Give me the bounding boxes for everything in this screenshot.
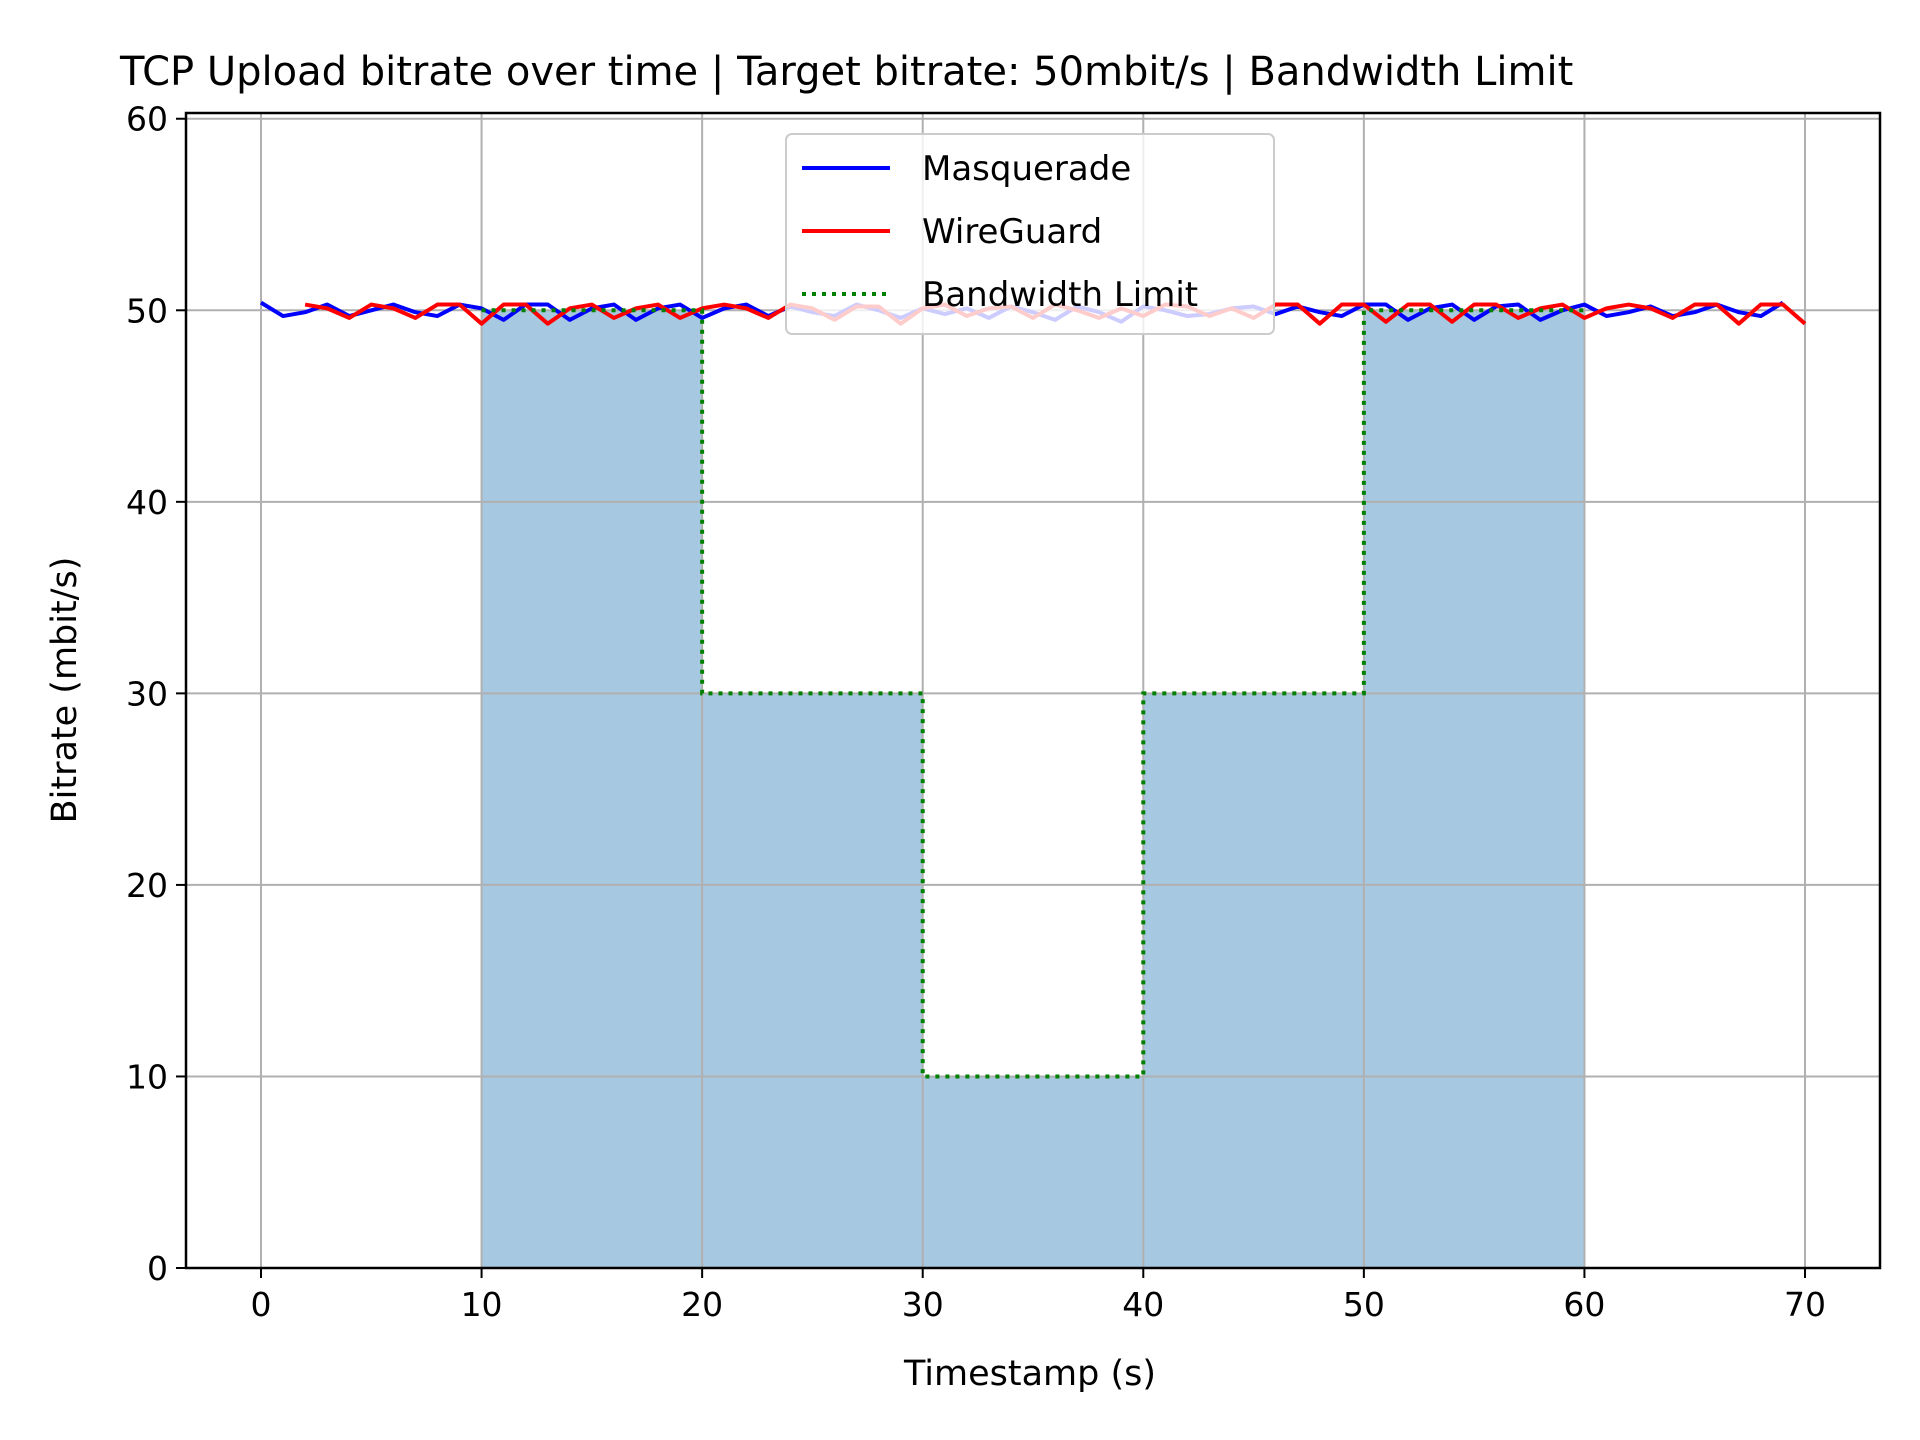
y-tick-label: 40 <box>126 483 168 522</box>
chart-title: TCP Upload bitrate over time | Target bi… <box>119 49 1573 95</box>
axes-layer <box>184 111 1882 1270</box>
x-tick-label: 40 <box>1122 1285 1164 1324</box>
y-tick-label: 10 <box>126 1057 168 1096</box>
shaded-area-layer <box>481 310 1585 1268</box>
legend: Masquerade WireGuard Bandwidth Limit <box>785 133 1275 335</box>
x-tick-label: 70 <box>1784 1285 1826 1324</box>
series-line-bandwidth-limit <box>481 308 1585 1079</box>
x-tick-label: 60 <box>1563 1285 1605 1324</box>
x-tick-label: 0 <box>250 1285 271 1324</box>
legend-frame <box>785 133 1275 335</box>
y-tick-label: 20 <box>126 866 168 905</box>
legend-label-masquerade: Masquerade <box>922 149 1131 189</box>
y-tick-label: 0 <box>147 1249 168 1288</box>
y-axis-label: Bitrate (mbit/s) <box>45 557 85 824</box>
y-tick-label: 60 <box>126 100 168 139</box>
ticks-layer: 0 10 20 30 40 50 60 70 0 10 20 30 40 50 60 <box>126 100 1826 1324</box>
x-tick-label: 20 <box>681 1285 723 1324</box>
y-tick-label: 30 <box>126 674 168 713</box>
plot-frame <box>184 111 1882 1270</box>
legend-label-bandwidth-limit: Bandwidth Limit <box>922 275 1198 315</box>
bandwidth-limit-shaded-area <box>481 310 1585 1268</box>
x-tick-label: 50 <box>1343 1285 1385 1324</box>
x-tick-label: 10 <box>461 1285 503 1324</box>
x-axis-label: Timestamp (s) <box>903 1354 1156 1394</box>
y-tick-label: 50 <box>126 291 168 330</box>
legend-label-wireguard: WireGuard <box>922 212 1102 252</box>
x-tick-label: 30 <box>902 1285 944 1324</box>
